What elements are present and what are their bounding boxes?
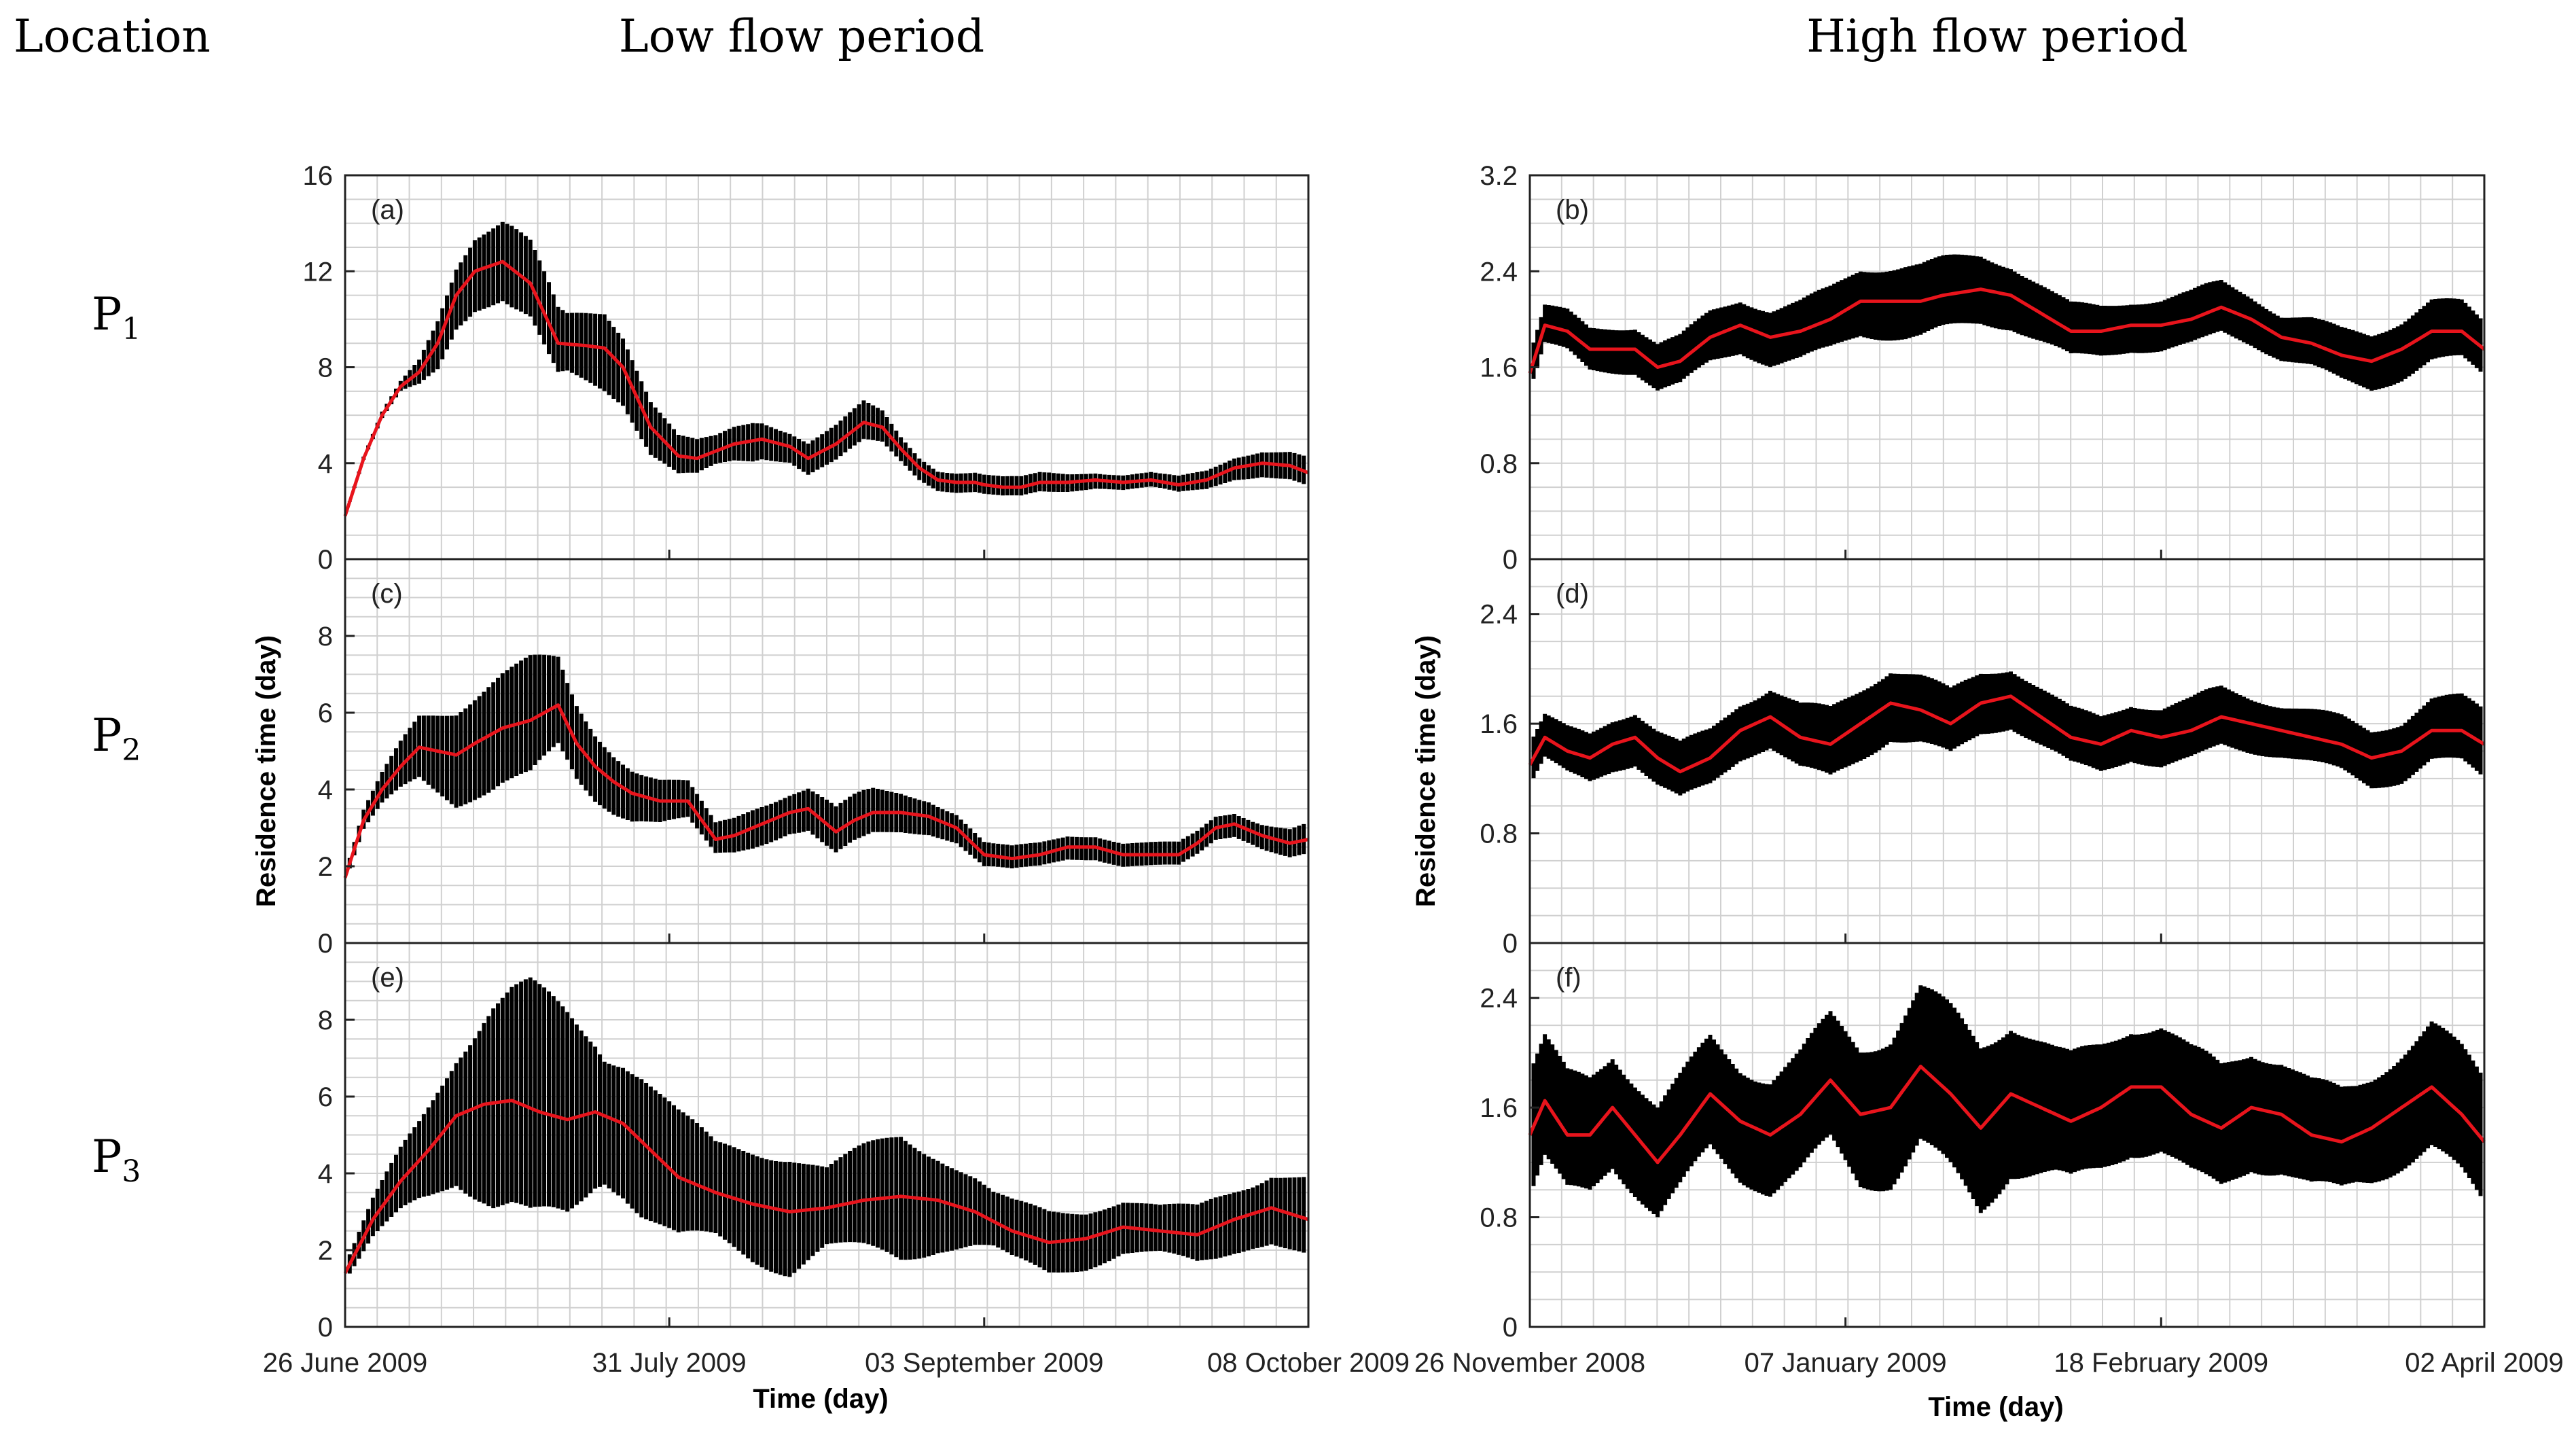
y-axis-label-left: Residence time (day) (251, 635, 281, 907)
x-tick-label: 26 November 2008 (1414, 1348, 1645, 1378)
mean-residence-line (1528, 1065, 2486, 1165)
y-tick-label: 4 (318, 775, 333, 805)
y-tick-label: 8 (318, 622, 333, 652)
y-tick-label: 0.8 (1480, 819, 1518, 849)
location-header: Location (14, 10, 211, 63)
y-tick-label: 0 (318, 1313, 333, 1343)
y-tick-label: 2.4 (1480, 257, 1518, 287)
y-tick-label: 0.8 (1480, 449, 1518, 479)
y-tick-label: 4 (318, 449, 333, 479)
high-flow-title: High flow period (1806, 10, 2188, 63)
y-tick-label: 8 (318, 353, 333, 383)
row-label-p2: P2 (92, 709, 141, 768)
mean-residence-line (1528, 694, 2486, 774)
y-axis-label-right: Residence time (day) (1411, 635, 1441, 907)
y-tick-label: 4 (318, 1159, 333, 1189)
panel-letter: (b) (1556, 195, 1589, 225)
x-tick-label: 07 January 2009 (1745, 1348, 1947, 1378)
panel-letter: (c) (371, 579, 403, 609)
panel-letter: (f) (1556, 963, 1581, 993)
y-tick-label: 2.4 (1480, 600, 1518, 630)
x-axis-label-left: Time (day) (753, 1384, 888, 1414)
x-tick-label: 08 October 2009 (1207, 1348, 1410, 1378)
panel-c: 0 2 4 6 8 (c) (318, 558, 1310, 959)
mean-residence-line (343, 703, 1309, 878)
mean-residence-line (343, 1099, 1309, 1275)
y-tick-label: 12 (303, 257, 334, 287)
panel-b: 0 0.8 1.6 2.4 3.2 (b) (1480, 161, 2486, 575)
y-tick-label: 1.6 (1480, 1093, 1518, 1123)
y-tick-label: 3.2 (1480, 161, 1518, 191)
y-tick-label: 8 (318, 1006, 333, 1035)
row-label-p1: P1 (92, 288, 141, 347)
panel-letter: (a) (371, 195, 404, 225)
y-tick-label: 0 (1503, 929, 1518, 959)
y-tick-label: 6 (318, 698, 333, 728)
x-tick-label: 26 June 2009 (263, 1348, 427, 1378)
x-tick-label: 31 July 2009 (592, 1348, 747, 1378)
y-tick-label: 0 (318, 545, 333, 575)
axes-frame (344, 942, 1310, 1328)
y-tick-label: 2 (318, 852, 333, 882)
low-flow-title: Low flow period (619, 10, 984, 63)
y-tick-label: 16 (303, 161, 334, 191)
row-label-p3: P3 (92, 1131, 141, 1189)
panel-f: 0 0.8 1.6 2.4 (f) 26 November 2008 07 January … (1414, 942, 2564, 1378)
y-tick-label: 0 (1503, 545, 1518, 575)
panel-d: 0 0.8 1.6 2.4 (d) (1480, 558, 2486, 959)
axes-frame (1528, 942, 2486, 1328)
y-tick-label: 0 (1503, 1313, 1518, 1343)
y-tick-label: 1.6 (1480, 353, 1518, 383)
mean-residence-line (1528, 287, 2486, 374)
x-tick-label: 18 February 2009 (2054, 1348, 2268, 1378)
y-tick-label: 6 (318, 1082, 333, 1112)
y-tick-label: 1.6 (1480, 709, 1518, 739)
panel-a: 0 4 8 12 16 (a) (303, 161, 1310, 575)
mean-residence-line (343, 260, 1309, 517)
panel-letter: (d) (1556, 579, 1589, 609)
panel-e: 0 2 4 6 8 (e) 26 June 2009 31 July 2009 03 Septe… (263, 942, 1410, 1378)
y-tick-label: 2 (318, 1236, 333, 1266)
y-tick-label: 2.4 (1480, 984, 1518, 1014)
x-tick-label: 02 April 2009 (2405, 1348, 2564, 1378)
panel-letter: (e) (371, 963, 404, 993)
x-tick-label: 03 September 2009 (865, 1348, 1103, 1378)
x-axis-label-right: Time (day) (1928, 1392, 2063, 1422)
y-tick-label: 0.8 (1480, 1203, 1518, 1233)
y-tick-label: 0 (318, 929, 333, 959)
